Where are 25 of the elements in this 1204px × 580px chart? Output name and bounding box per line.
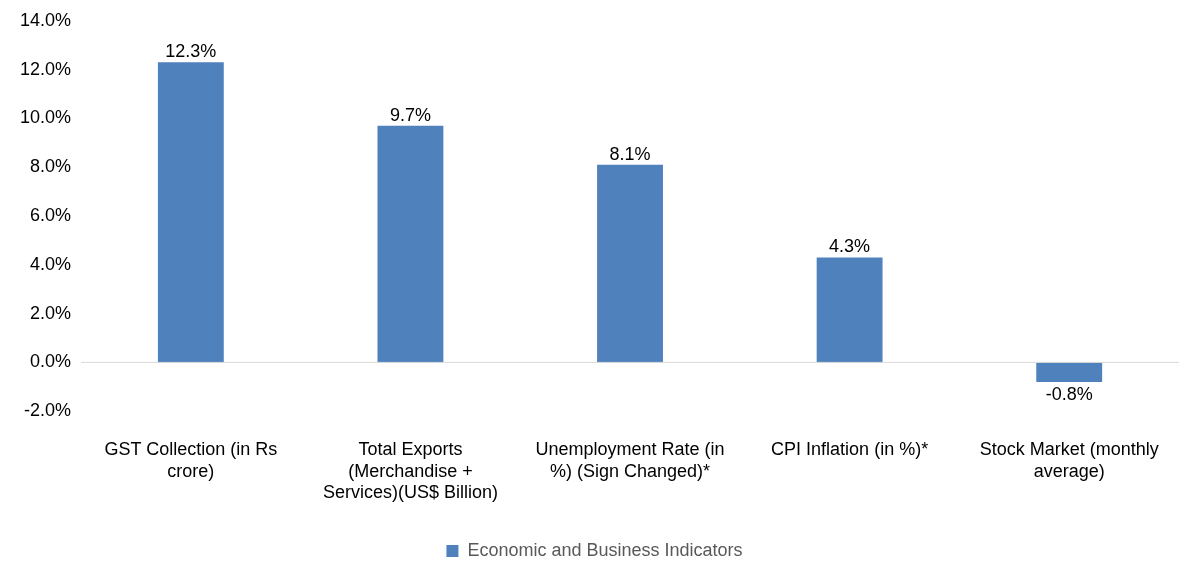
x-tick-label: Stock Market (monthly average): [979, 438, 1159, 481]
data-label: 12.3%: [165, 41, 217, 62]
y-tick-label: 8.0%: [30, 156, 72, 177]
y-tick-label: -2.0%: [24, 400, 72, 421]
x-tick-label: CPI Inflation (in %)*: [771, 438, 929, 459]
bar: [377, 125, 444, 363]
x-tick-label: Total Exports (Merchandise + Services)(US$ Billion): [322, 438, 498, 503]
bar: [157, 62, 224, 363]
y-tick-label: 0.0%: [30, 351, 72, 372]
data-label: 8.1%: [609, 143, 651, 164]
data-label: 4.3%: [829, 236, 871, 257]
x-tick-label: Unemployment Rate (in %) (Sign Changed)*: [535, 438, 725, 481]
x-tick-label: GST Collection (in Rs crore): [104, 438, 278, 481]
data-label: 9.7%: [389, 104, 431, 125]
bar: [816, 257, 883, 363]
y-tick-label: 2.0%: [30, 302, 72, 323]
y-tick-label: 14.0%: [19, 9, 72, 30]
legend-label: Economic and Business Indicators: [467, 539, 743, 560]
data-label: -0.8%: [1045, 383, 1093, 404]
bar: [597, 164, 663, 363]
y-tick-label: 12.0%: [19, 58, 72, 79]
y-tick-label: 10.0%: [19, 107, 72, 128]
y-tick-label: 6.0%: [30, 204, 72, 225]
y-tick-label: 4.0%: [30, 253, 72, 274]
bar: [1036, 362, 1103, 382]
